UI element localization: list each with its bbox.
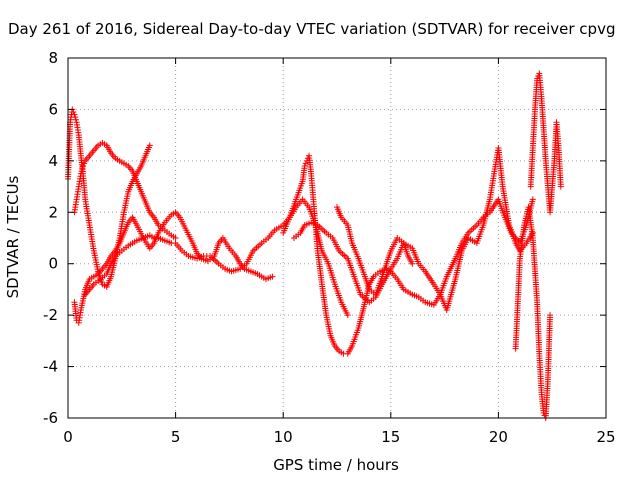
data-point <box>301 163 308 169</box>
x-tick-label: 10 <box>274 428 293 446</box>
plot-frame <box>67 57 607 419</box>
data-point <box>172 235 179 241</box>
axis-ticks <box>67 57 607 419</box>
tick-labels: 0 5 10 15 20 25 -6 -4 -2 0 2 4 6 8 <box>43 49 616 446</box>
y-tick-label: 2 <box>48 203 58 221</box>
y-tick-label: 8 <box>48 49 58 67</box>
data-point <box>269 273 276 280</box>
y-tick-label: 0 <box>48 255 58 273</box>
data-point <box>302 160 309 167</box>
data-point <box>146 142 153 149</box>
x-tick-label: 15 <box>381 428 400 446</box>
data-point <box>72 116 79 123</box>
x-axis-label: GPS time / hours <box>273 456 399 474</box>
y-tick-label: 6 <box>48 100 58 118</box>
data-point <box>79 165 86 172</box>
y-tick-label: -2 <box>43 306 58 324</box>
y-tick-label: -6 <box>43 409 58 427</box>
data-point <box>409 260 416 267</box>
y-axis-label: SDTVAR / TECUs <box>4 175 22 298</box>
y-tick-label: 4 <box>48 152 58 170</box>
grid <box>68 58 606 418</box>
data-point <box>547 312 554 319</box>
x-tick-label: 0 <box>63 428 73 446</box>
data-point <box>344 312 351 319</box>
data-point <box>77 170 84 177</box>
data-point <box>529 196 536 203</box>
data-point <box>557 183 564 190</box>
data-points <box>65 70 564 421</box>
data-point <box>71 111 78 118</box>
x-tick-label: 5 <box>171 428 181 446</box>
data-point <box>78 168 85 175</box>
data-point <box>70 109 77 115</box>
x-tick-label: 25 <box>596 428 615 446</box>
data-point <box>72 114 79 121</box>
data-point <box>80 163 87 169</box>
y-tick-label: -4 <box>43 358 58 376</box>
x-tick-label: 20 <box>489 428 508 446</box>
chart-title: Day 261 of 2016, Sidereal Day-to-day VTE… <box>8 20 615 38</box>
data-point <box>81 160 88 167</box>
